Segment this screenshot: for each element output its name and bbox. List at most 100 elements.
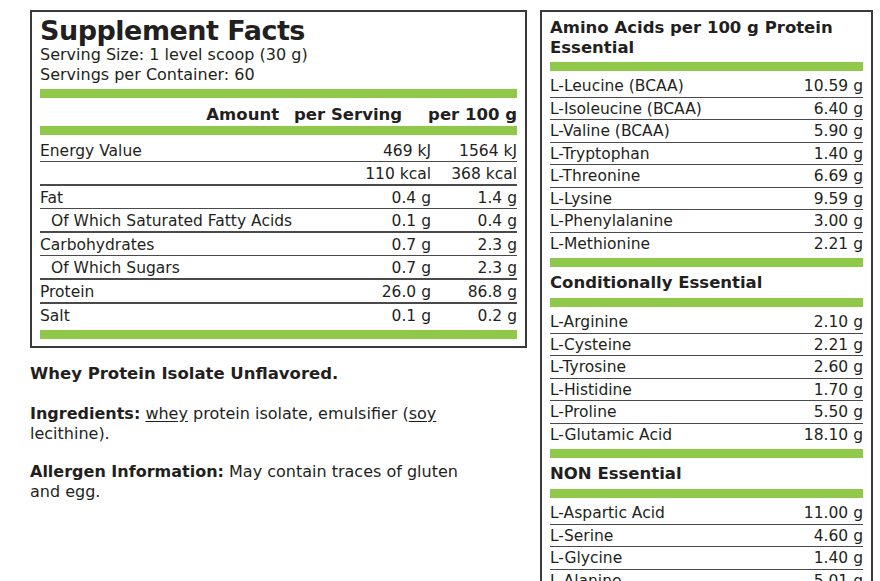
- row-per-serving-value: 0.7 g: [343, 236, 431, 254]
- ingredients-underlined-soy: soy: [409, 404, 437, 423]
- amino-value: 2.21 g: [814, 336, 863, 354]
- row-per-serving-value: 0.7 g: [343, 259, 431, 277]
- amino-name: L-Leucine (BCAA): [550, 77, 684, 95]
- table-row: Of Which Saturated Fatty Acids0.1 g0.4 g: [40, 209, 517, 233]
- header-per-100g-label: per 100 g: [428, 105, 517, 124]
- amino-value: 2.21 g: [814, 235, 863, 253]
- amino-row: L-Valine (BCAA) 5.90 g: [550, 120, 863, 143]
- row-per-100g-value: 2.3 g: [431, 236, 517, 254]
- amino-name: L-Glycine: [550, 549, 622, 567]
- amino-value: 1.40 g: [814, 549, 863, 567]
- amino-row: L-Phenylalanine3.00 g: [550, 210, 863, 233]
- amino-row: L-Lysine 9.59 g: [550, 188, 863, 211]
- amino-name: L-Serine: [550, 527, 613, 545]
- amino-row: L-Arginine2.10 g: [550, 311, 863, 334]
- row-label: Of Which Saturated Fatty Acids: [40, 212, 343, 230]
- amino-rows-group: L-Arginine2.10 g L-Cysteine 2.21 g L-Tyrosi…: [550, 311, 863, 445]
- amino-section-title-essential: Essential: [550, 38, 863, 58]
- header-per-serving-label: per Serving: [294, 105, 402, 124]
- amino-name: L-Cysteine: [550, 336, 631, 354]
- left-column: Supplement Facts Serving Size: 1 level s…: [30, 10, 527, 519]
- amino-name: L-Tryptophan: [550, 145, 650, 163]
- amino-row: L-Alanine 5.01 g: [550, 570, 863, 581]
- amino-row: L-Tryptophan1.40 g: [550, 143, 863, 166]
- amino-acids-title: Amino Acids per 100 g Protein: [550, 18, 863, 38]
- row-label: Of Which Sugars: [40, 259, 343, 277]
- row-per-serving-value: 110 kcal: [343, 165, 431, 183]
- green-divider-bar: [40, 126, 517, 135]
- ingredients-text: lecithine).: [30, 424, 110, 443]
- nutrition-table-body: Energy Value469 kJ1564 kJ 110 kcal368 kca…: [40, 139, 517, 326]
- row-per-100g-value: 1.4 g: [431, 189, 517, 207]
- amino-rows-group: L-Aspartic Acid 11.00 g L-Serine 4.60 g L-Gl…: [550, 502, 863, 581]
- serving-size-line: Serving Size: 1 level scoop (30 g): [40, 45, 517, 65]
- amino-value: 5.50 g: [814, 403, 863, 421]
- amino-value: 6.69 g: [814, 167, 863, 185]
- amino-row: L-Isoleucine (BCAA) 6.40 g: [550, 98, 863, 121]
- ingredients-label: Ingredients:: [30, 404, 140, 423]
- amino-value: 5.90 g: [814, 122, 863, 140]
- row-label: Carbohydrates: [40, 236, 343, 254]
- green-divider-bar: [40, 330, 517, 339]
- label-notes: Whey Protein Isolate Unflavored. Ingredi…: [30, 363, 482, 502]
- amino-name: L-Glutamic Acid: [550, 426, 672, 444]
- amino-name: L-Threonine: [550, 167, 640, 185]
- row-label: Salt: [40, 307, 343, 325]
- nutrition-table-header: Amount per Serving per 100 g: [40, 102, 517, 126]
- amino-name: L-Valine (BCAA): [550, 122, 670, 140]
- amino-rows-group: L-Leucine (BCAA) 10.59 g L-Isoleucine (BCA…: [550, 75, 863, 254]
- amino-row: L-Histidine 1.70 g: [550, 379, 863, 402]
- row-per-100g-value: 0.2 g: [431, 307, 517, 325]
- row-per-100g-value: 86.8 g: [431, 283, 517, 301]
- amino-name: L-Histidine: [550, 381, 632, 399]
- amino-row: L-Proline5.50 g: [550, 401, 863, 424]
- green-divider-bar: [550, 449, 863, 458]
- table-row: Protein26.0 g86.8 g: [40, 280, 517, 304]
- amino-section-title: Conditionally Essential: [550, 271, 863, 294]
- row-label: Protein: [40, 283, 343, 301]
- allergen-note: Allergen Information: May contain traces…: [30, 462, 482, 503]
- row-per-100g-value: 1564 kJ: [431, 142, 517, 160]
- row-per-serving-value: 0.4 g: [343, 189, 431, 207]
- amino-row: L-Tyrosine 2.60 g: [550, 356, 863, 379]
- amino-value: 10.59 g: [804, 77, 863, 95]
- amino-section-title: NON Essential: [550, 462, 863, 485]
- amino-value: 18.10 g: [804, 426, 863, 444]
- amino-row: L-Serine 4.60 g: [550, 525, 863, 548]
- amino-value: 11.00 g: [804, 504, 863, 522]
- amino-value: 6.40 g: [814, 100, 863, 118]
- amino-value: 9.59 g: [814, 190, 863, 208]
- amino-name: L-Aspartic Acid: [550, 504, 665, 522]
- servings-per-container-line: Servings per Container: 60: [40, 65, 517, 85]
- amino-name: L-Lysine: [550, 190, 612, 208]
- row-label: Energy Value: [40, 142, 343, 160]
- amino-row: L-Leucine (BCAA) 10.59 g: [550, 75, 863, 98]
- row-per-100g-value: 368 kcal: [431, 165, 517, 183]
- green-divider-bar: [40, 89, 517, 98]
- amino-value: 1.70 g: [814, 381, 863, 399]
- product-name-note: Whey Protein Isolate Unflavored.: [30, 363, 482, 384]
- row-per-serving-value: 0.1 g: [343, 212, 431, 230]
- table-row: Carbohydrates0.7 g2.3 g: [40, 233, 517, 256]
- amino-value: 2.60 g: [814, 358, 863, 376]
- amino-value: 4.60 g: [814, 527, 863, 545]
- row-label: Fat: [40, 189, 343, 207]
- header-amount-label: Amount: [206, 105, 279, 124]
- amino-row: L-Glycine 1.40 g: [550, 547, 863, 570]
- green-divider-bar: [550, 62, 863, 71]
- amino-sections: L-Leucine (BCAA) 10.59 g L-Isoleucine (BCA…: [550, 62, 863, 581]
- amino-name: L-Tyrosine: [550, 358, 626, 376]
- amino-value: 3.00 g: [814, 212, 863, 230]
- amino-name: L-Arginine: [550, 313, 628, 331]
- supplement-facts-title: Supplement Facts: [40, 17, 517, 45]
- table-row: Of Which Sugars0.7 g2.3 g: [40, 256, 517, 280]
- amino-value: 5.01 g: [814, 572, 863, 581]
- amino-name: L-Alanine: [550, 572, 622, 581]
- green-divider-bar: [550, 258, 863, 267]
- table-row: Energy Value469 kJ1564 kJ: [40, 139, 517, 162]
- amino-row: L-Threonine 6.69 g: [550, 165, 863, 188]
- table-row: Fat0.4 g1.4 g: [40, 186, 517, 209]
- amino-name: L-Isoleucine (BCAA): [550, 100, 702, 118]
- amino-row: L-Methionine2.21 g: [550, 233, 863, 255]
- amino-acids-panel: Amino Acids per 100 g Protein Essential …: [540, 10, 873, 581]
